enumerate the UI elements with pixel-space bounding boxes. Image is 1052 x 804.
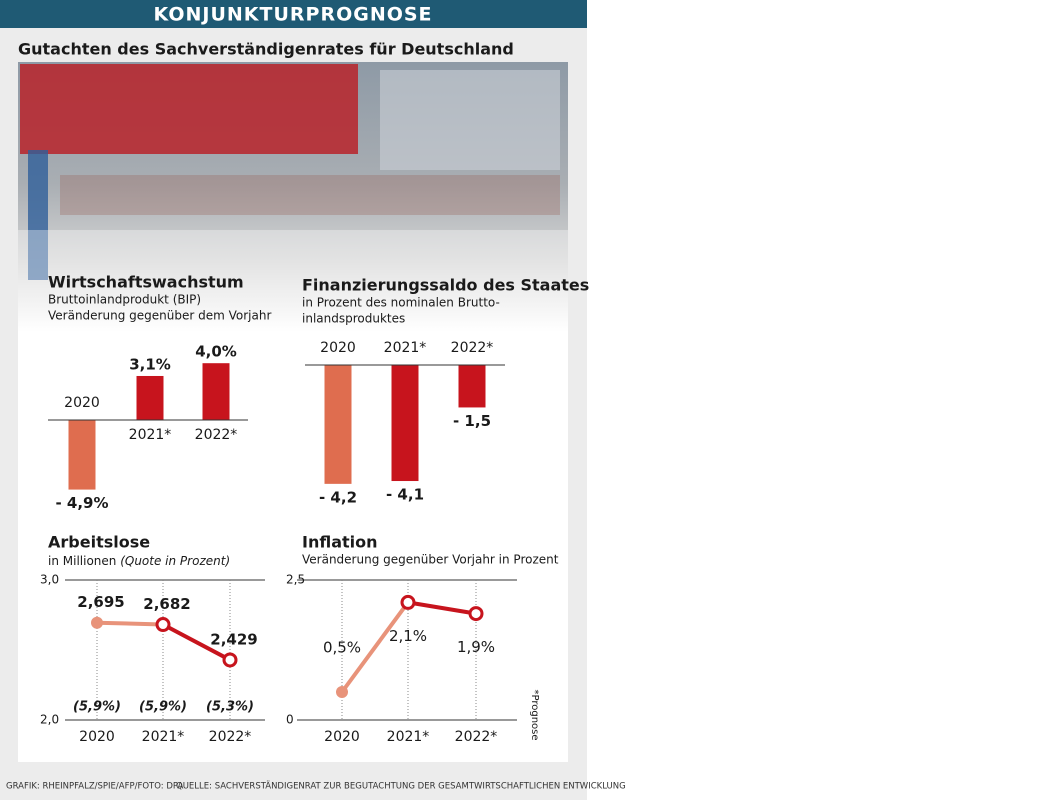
main-title: Gutachten des Sachverständigenrates für …: [18, 40, 514, 59]
value-label: 2,695: [77, 593, 124, 611]
subtitle-part: (Quote in Prozent): [120, 554, 230, 568]
category-label: 2021*: [129, 427, 172, 443]
category-label: 2021*: [384, 340, 427, 356]
chart-title: Inflation: [302, 533, 378, 552]
value-label: 4,0%: [195, 343, 237, 361]
chart-title: Arbeitslose: [48, 533, 150, 552]
line-segment: [95, 620, 165, 627]
value-label: - 4,9%: [55, 494, 108, 512]
category-label: 2020: [324, 729, 360, 745]
value-label: - 4,2: [319, 488, 357, 506]
bar: [136, 375, 164, 420]
forecast-note: *Prognose: [529, 689, 540, 740]
value-label: 2,429: [210, 630, 257, 648]
bar: [68, 420, 96, 490]
chart-subtitle: Veränderung gegenüber Vorjahr in Prozent: [302, 553, 559, 567]
category-label: 2022*: [455, 729, 498, 745]
category-label: 2022*: [209, 729, 252, 745]
point: [155, 617, 171, 633]
point: [400, 594, 416, 610]
subtitle-part: in Millionen: [48, 554, 120, 568]
bar: [324, 365, 352, 484]
value-label: - 1,5: [453, 412, 491, 430]
category-label: 2020: [64, 395, 100, 411]
category-label: 2020: [79, 729, 115, 745]
source: QUELLE: SACHVERSTÄNDIGENRAT ZUR BEGUTACH…: [176, 781, 626, 792]
chart-title: Wirtschaftswachstum: [48, 273, 244, 292]
chart-subtitle: in Prozent des nominalen Brutto-: [302, 296, 500, 310]
banner-text: KONJUNKTURPROGNOSE: [153, 4, 432, 26]
banner: [0, 0, 587, 28]
line-segment: [161, 622, 232, 662]
chart-subtitle: in Millionen (Quote in Prozent): [48, 554, 230, 568]
category-label: 2022*: [195, 427, 238, 443]
line-segment: [406, 600, 478, 616]
value-label: 1,9%: [457, 638, 495, 656]
value-label: 0,5%: [323, 638, 361, 656]
value-label: 2,682: [143, 595, 190, 613]
y-tick-label: 2,5: [286, 573, 305, 587]
category-label: 2022*: [451, 340, 494, 356]
value-label: 2,1%: [389, 627, 427, 645]
chart-subtitle: inlandsproduktes: [302, 312, 405, 326]
quota-label: (5,9%): [139, 700, 187, 715]
chart-title: Finanzierungssaldo des Staates: [302, 276, 589, 295]
point: [222, 652, 238, 668]
bar: [391, 365, 419, 482]
bar: [202, 363, 230, 420]
bar: [458, 365, 486, 408]
quota-label: (5,9%): [73, 700, 121, 715]
value-label: 3,1%: [129, 355, 171, 373]
y-tick-label: 2,0: [40, 713, 59, 727]
category-label: 2021*: [142, 729, 185, 745]
y-tick-label: 0: [286, 713, 294, 727]
line-segment: [340, 600, 410, 694]
credit: GRAFIK: RHEINPFALZ/SPIE/AFP/FOTO: DPA: [6, 782, 183, 792]
quota-label: (5,3%): [206, 700, 254, 715]
point: [91, 616, 103, 629]
chart-subtitle: Bruttoinlandprodukt (BIP): [48, 293, 201, 307]
chart-subtitle: Veränderung gegenüber dem Vorjahr: [48, 309, 271, 323]
y-tick-label: 3,0: [40, 573, 59, 587]
category-label: 2020: [320, 340, 356, 356]
point: [468, 606, 484, 622]
category-label: 2021*: [387, 729, 430, 745]
photo: [18, 62, 568, 332]
value-label: - 4,1: [386, 486, 424, 504]
point: [336, 686, 348, 698]
